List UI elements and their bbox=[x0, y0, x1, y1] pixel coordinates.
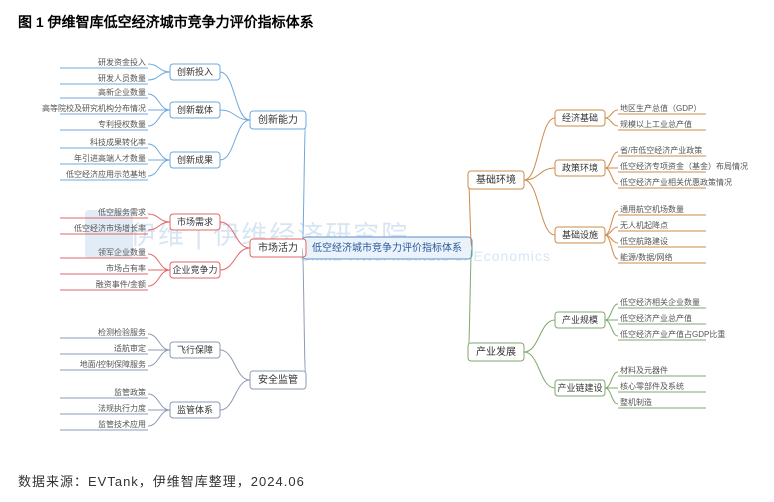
leaf: 无人机起降点 bbox=[620, 220, 668, 230]
svg-text:基础环境: 基础环境 bbox=[476, 173, 516, 186]
svg-text:监管体系: 监管体系 bbox=[177, 404, 213, 415]
svg-text:产业规模: 产业规模 bbox=[562, 314, 598, 325]
svg-text:安全监管: 安全监管 bbox=[258, 373, 298, 386]
svg-text:政策环境: 政策环境 bbox=[562, 162, 598, 173]
leaf: 整机制造 bbox=[620, 397, 652, 407]
svg-text:创新载体: 创新载体 bbox=[177, 104, 213, 115]
leaf: 地区生产总值（GDP） bbox=[620, 103, 701, 113]
leaf: 适航审定 bbox=[114, 343, 146, 353]
leaf: 监管技术应用 bbox=[98, 419, 146, 429]
leaf: 年引进高端人才数量 bbox=[74, 153, 146, 163]
leaf: 能源/数据/网络 bbox=[620, 252, 672, 262]
leaf: 低空经济应用示范基地 bbox=[66, 169, 146, 179]
leaf: 核心零部件及系统 bbox=[620, 381, 684, 391]
leaf: 市场占有率 bbox=[106, 263, 146, 273]
leaf: 低空经济产业相关优惠政策情况 bbox=[620, 177, 732, 187]
leaf: 省/市低空经济产业政策 bbox=[620, 145, 702, 155]
leaf: 专利授权数量 bbox=[98, 119, 146, 129]
leaf: 法规执行力度 bbox=[98, 403, 146, 413]
svg-text:市场活力: 市场活力 bbox=[258, 241, 298, 254]
leaf: 科技成果转化率 bbox=[90, 137, 146, 147]
leaf: 低空航路建设 bbox=[620, 236, 668, 246]
leaf: 研发资金投入 bbox=[98, 57, 146, 67]
leaf: 高新企业数量 bbox=[98, 87, 146, 97]
svg-text:经济基础: 经济基础 bbox=[562, 112, 598, 123]
leaf: 通用航空机场数量 bbox=[620, 204, 684, 214]
leaf: 监管政策 bbox=[114, 387, 146, 397]
leaf: 地面/控制保障服务 bbox=[80, 359, 146, 369]
leaf: 低空经济相关企业数量 bbox=[620, 297, 700, 307]
leaf: 研发人员数量 bbox=[98, 73, 146, 83]
mindmap-svg: 低空经济城市竞争力评价指标体系 创新能力 创新投入 研发资金投入研发人员数量创新载体 高… bbox=[0, 0, 774, 502]
svg-text:产业链建设: 产业链建设 bbox=[557, 382, 602, 393]
svg-text:基础设施: 基础设施 bbox=[562, 229, 598, 240]
svg-text:创新成果: 创新成果 bbox=[177, 154, 213, 165]
svg-text:飞行保障: 飞行保障 bbox=[177, 344, 213, 355]
leaf: 低空经济产业产值占GDP比重 bbox=[620, 329, 725, 339]
svg-text:创新能力: 创新能力 bbox=[258, 113, 298, 126]
svg-text:市场需求: 市场需求 bbox=[177, 216, 213, 227]
leaf: 低空服务需求 bbox=[98, 207, 146, 217]
svg-text:企业竞争力: 企业竞争力 bbox=[172, 264, 217, 275]
leaf: 检测检验服务 bbox=[98, 327, 146, 337]
leaf: 融资事件/金额 bbox=[96, 279, 146, 289]
svg-text:创新投入: 创新投入 bbox=[177, 66, 213, 77]
leaf: 规模以上工业总产值 bbox=[620, 119, 692, 129]
center-label: 低空经济城市竞争力评价指标体系 bbox=[312, 241, 462, 254]
leaf: 低空经济产业总产值 bbox=[620, 313, 692, 323]
leaf: 低空经济专项资金（基金）布局情况 bbox=[620, 161, 748, 171]
leaf: 高等院校及研究机构分布情况 bbox=[42, 103, 146, 113]
leaf: 低空经济市场增长率 bbox=[74, 223, 146, 233]
svg-text:产业发展: 产业发展 bbox=[476, 345, 516, 358]
leaf: 领军企业数量 bbox=[98, 247, 146, 257]
leaf: 材料及元器件 bbox=[620, 365, 668, 375]
